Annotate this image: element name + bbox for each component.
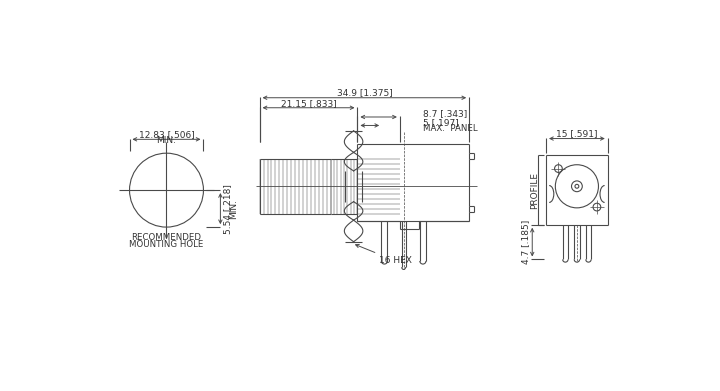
Text: 34.9 [1.375]: 34.9 [1.375]	[336, 88, 392, 97]
Text: 5.54 [.218]: 5.54 [.218]	[223, 184, 233, 233]
Text: 8.7 [.343]: 8.7 [.343]	[423, 109, 467, 118]
Text: MIN.: MIN.	[156, 136, 176, 145]
Text: 12.83 [.506]: 12.83 [.506]	[139, 130, 194, 139]
Text: 5 [.197]: 5 [.197]	[423, 118, 459, 127]
Text: MIN.: MIN.	[229, 199, 238, 219]
Text: 21.15 [.833]: 21.15 [.833]	[281, 99, 336, 108]
Text: PROFILE: PROFILE	[530, 172, 539, 209]
Text: MAX.  PANEL: MAX. PANEL	[423, 124, 477, 133]
Text: 15 [.591]: 15 [.591]	[556, 129, 598, 138]
Text: 16 HEX: 16 HEX	[356, 244, 412, 265]
Text: 4.7 [.185]: 4.7 [.185]	[521, 220, 530, 264]
Text: RECOMMENDED: RECOMMENDED	[132, 233, 202, 242]
Text: MOUNTING HOLE: MOUNTING HOLE	[130, 240, 204, 249]
